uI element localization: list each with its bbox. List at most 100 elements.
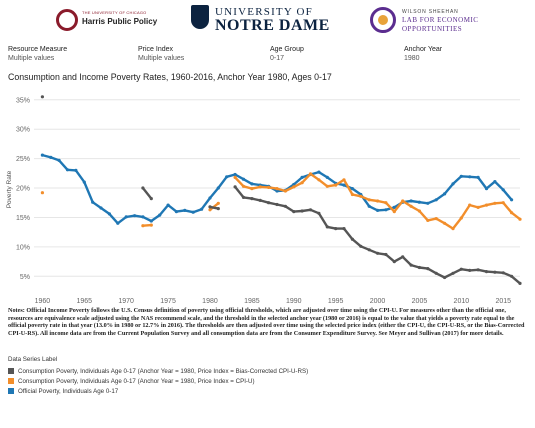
y-tick-label: 5% <box>20 274 30 281</box>
data-point <box>74 168 78 172</box>
wilson-sheehan-mark-icon <box>370 7 396 33</box>
data-point <box>49 155 53 159</box>
data-point <box>459 174 463 178</box>
data-point <box>158 213 162 217</box>
data-point <box>359 194 363 198</box>
filter-price-index[interactable]: Price Index Multiple values <box>138 45 184 63</box>
data-point <box>216 207 220 211</box>
x-tick-label: 1975 <box>160 298 176 305</box>
x-tick-label: 1990 <box>286 298 302 305</box>
wilson-sheehan-logo: WILSON SHEEHAN LAB FOR ECONOMIC OPPORTUN… <box>370 7 510 37</box>
x-tick-label: 1995 <box>328 298 344 305</box>
data-point <box>267 185 271 189</box>
legend-item[interactable]: Consumption Poverty, Individuals Age 0-1… <box>8 376 528 386</box>
data-point <box>99 206 103 210</box>
data-point <box>392 210 396 214</box>
line-chart[interactable]: 5% 10% 15% 20% 25% 30% 35% 1960 1965 1970 1975 1980… <box>0 86 535 308</box>
data-point <box>82 180 86 184</box>
data-point <box>493 180 497 184</box>
data-point <box>342 178 346 182</box>
data-point <box>325 225 329 229</box>
data-point <box>183 208 187 212</box>
data-point <box>484 187 489 191</box>
x-tick-label: 1965 <box>76 298 92 305</box>
x-tick-label: 1960 <box>35 298 51 305</box>
data-point <box>426 201 430 205</box>
filter-value[interactable]: 0-17 <box>270 55 285 62</box>
harris-logo: THE UNIVERSITY OF CHICAGO Harris Public … <box>56 9 157 35</box>
y-tick-label: 25% <box>16 156 30 163</box>
data-point <box>65 168 70 172</box>
data-point <box>359 244 363 248</box>
data-point <box>216 186 220 190</box>
data-point <box>409 204 413 208</box>
data-point <box>501 271 505 275</box>
data-point <box>384 201 388 205</box>
filter-value[interactable]: 1980 <box>404 55 420 62</box>
data-point <box>451 271 455 275</box>
data-point <box>476 175 480 179</box>
filter-label: Anchor Year <box>404 46 443 53</box>
harris-logo-small-text: THE UNIVERSITY OF CHICAGO <box>82 10 147 15</box>
data-point <box>443 275 447 280</box>
data-point <box>300 181 304 185</box>
data-point <box>308 172 313 176</box>
filter-value[interactable]: Multiple values <box>8 55 55 62</box>
data-point <box>350 237 354 241</box>
legend-item[interactable]: Consumption Poverty, Individuals Age 0-1… <box>8 366 528 376</box>
data-point <box>57 158 61 162</box>
legend-swatch <box>8 388 14 394</box>
filter-anchor-year[interactable]: Anchor Year 1980 <box>404 45 442 63</box>
data-point <box>300 175 304 179</box>
y-tick-label: 15% <box>16 215 30 222</box>
y-tick-label: 30% <box>16 127 30 134</box>
data-point <box>401 199 405 203</box>
notre-dame-shield-icon <box>191 5 209 29</box>
data-point <box>107 212 111 216</box>
data-point <box>443 221 447 225</box>
data-point <box>376 208 380 212</box>
data-point <box>141 215 145 219</box>
data-point <box>409 199 413 203</box>
y-tick-label: 35% <box>16 97 30 104</box>
data-point <box>133 214 137 218</box>
x-tick-label: 2000 <box>370 298 386 305</box>
data-point <box>275 187 279 191</box>
notre-dame-logo-line1: UNIVERSITY OF <box>215 6 313 18</box>
data-point <box>241 177 246 181</box>
data-point <box>216 201 220 205</box>
filter-age-group[interactable]: Age Group 0-17 <box>270 45 304 63</box>
data-point <box>367 248 371 252</box>
wilson-logo-line1: WILSON SHEEHAN <box>402 9 459 15</box>
data-point <box>426 267 430 271</box>
wilson-logo-line2: LAB FOR ECONOMIC <box>402 16 479 24</box>
data-point <box>510 211 514 215</box>
data-point <box>233 172 237 177</box>
data-point <box>191 210 195 214</box>
data-point <box>250 182 254 186</box>
x-tick-label: 1970 <box>118 298 134 305</box>
legend-swatch <box>8 368 14 374</box>
filter-value[interactable]: Multiple values <box>138 55 185 62</box>
data-point <box>208 205 212 209</box>
data-point <box>250 197 254 201</box>
data-point <box>116 221 120 225</box>
data-point <box>451 182 455 186</box>
data-point <box>392 260 396 264</box>
data-point <box>283 204 287 208</box>
data-point <box>518 217 522 221</box>
data-point <box>283 189 287 193</box>
data-point <box>40 95 45 99</box>
data-point <box>325 184 329 188</box>
data-point <box>384 208 388 212</box>
data-point <box>484 203 489 207</box>
filter-resource-measure[interactable]: Resource Measure Multiple values <box>8 45 67 63</box>
chart-title: Consumption and Income Poverty Rates, 19… <box>8 72 332 82</box>
data-point <box>40 191 45 195</box>
data-point <box>308 208 313 212</box>
filter-label: Price Index <box>138 46 174 53</box>
data-point <box>434 198 438 202</box>
data-point <box>233 175 237 179</box>
legend-item[interactable]: Official Poverty, Individuals Age 0-17 <box>8 386 528 396</box>
y-axis-label: Poverty Rate <box>6 170 13 208</box>
